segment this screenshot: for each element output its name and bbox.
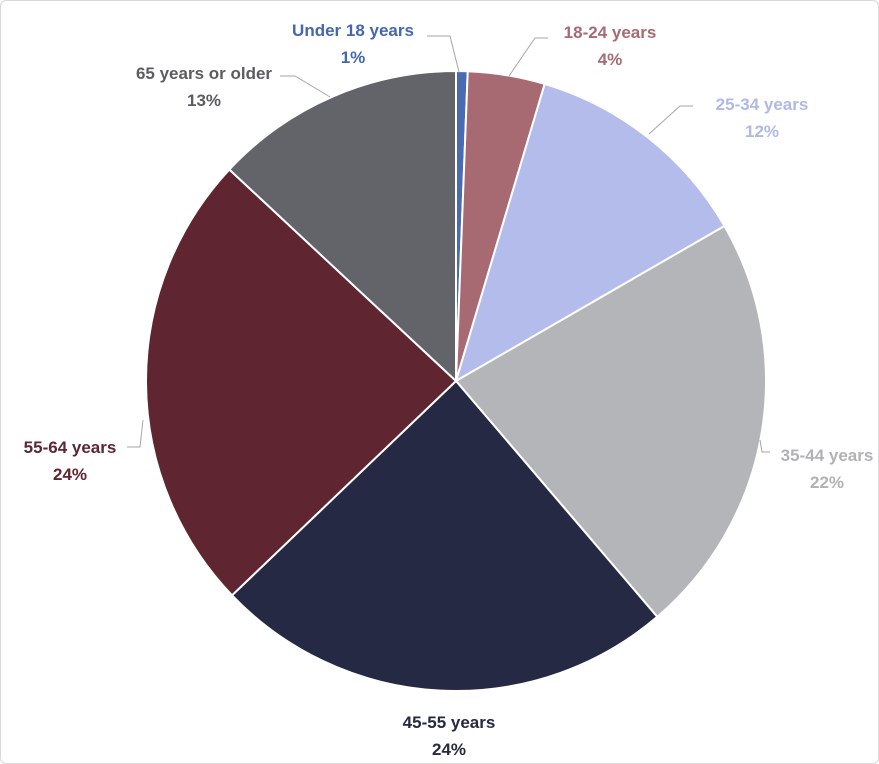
leader-line-25-34-years	[648, 105, 693, 135]
leader-line-under-18-years	[427, 35, 460, 73]
slice-value-55-64-years: 24%	[53, 465, 87, 484]
slice-value-under-18-years: 1%	[341, 48, 366, 67]
leader-line-65-years-or-older	[280, 75, 331, 98]
slice-label-18-24-years: 18-24 years	[564, 23, 657, 42]
slice-value-65-years-or-older: 13%	[187, 91, 221, 110]
slice-label-65-years-or-older: 65 years or older	[136, 64, 272, 83]
pie-slice-65-years-or-older	[227, 69, 457, 384]
slice-value-45-55-years: 24%	[432, 740, 466, 759]
leader-line-18-24-years	[508, 37, 548, 77]
pie-slice-55-64-years	[145, 168, 458, 597]
slice-label-35-44-years: 35-44 years	[781, 446, 874, 465]
slice-value-25-34-years: 12%	[745, 122, 779, 141]
slice-label-45-55-years: 45-55 years	[403, 713, 496, 732]
pie-slice-45-55-years	[230, 379, 659, 692]
slice-value-35-44-years: 22%	[810, 473, 844, 492]
leader-line-55-64-years	[127, 419, 144, 448]
slice-label-under-18-years: Under 18 years	[292, 21, 414, 40]
leader-line-35-44-years	[759, 439, 770, 453]
slice-label-55-64-years: 55-64 years	[24, 438, 117, 457]
slice-value-18-24-years: 4%	[598, 50, 623, 69]
pie-slice-35-44-years	[454, 224, 767, 619]
pie-slice-25-34-years	[454, 82, 726, 384]
slice-label-25-34-years: 25-34 years	[716, 95, 809, 114]
